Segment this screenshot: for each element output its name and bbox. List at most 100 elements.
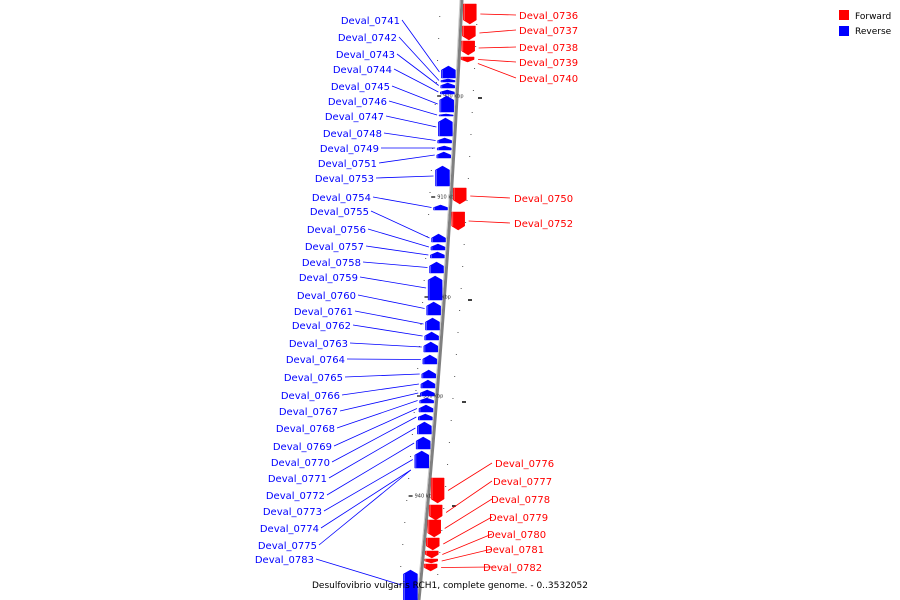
reverse-gene-block[interactable] xyxy=(423,341,439,353)
forward-gene-block[interactable] xyxy=(428,504,443,521)
forward-gene-block[interactable] xyxy=(462,25,476,41)
reverse-gene-block[interactable] xyxy=(424,331,439,341)
reverse-gene-label[interactable]: Deval_0768 xyxy=(276,424,335,435)
reverse-gene-block[interactable] xyxy=(433,204,448,211)
reverse-gene-label[interactable]: Deval_0767 xyxy=(279,407,338,418)
forward-gene-label[interactable]: Deval_0738 xyxy=(519,43,578,54)
reverse-gene-label[interactable]: Deval_0751 xyxy=(318,159,377,170)
reverse-gene-label[interactable]: Deval_0746 xyxy=(328,97,387,108)
reverse-gene-label[interactable]: Deval_0765 xyxy=(284,373,343,384)
reverse-gene-label[interactable]: Deval_0756 xyxy=(307,225,366,236)
leader-line xyxy=(445,480,493,513)
reverse-gene-block[interactable] xyxy=(440,89,455,95)
reverse-gene-label[interactable]: Deval_0763 xyxy=(289,339,348,350)
forward-gene-block[interactable] xyxy=(463,3,477,25)
reverse-gene-block[interactable] xyxy=(417,421,432,435)
reverse-gene-label[interactable]: Deval_0764 xyxy=(286,355,345,366)
reverse-gene-block[interactable] xyxy=(418,404,434,413)
leader-line xyxy=(383,132,436,141)
reverse-gene-block[interactable] xyxy=(415,436,431,450)
reverse-gene-label[interactable]: Deval_0741 xyxy=(341,16,400,27)
forward-gene-label[interactable]: Deval_0778 xyxy=(491,495,550,506)
reverse-gene-block[interactable] xyxy=(430,251,445,259)
reverse-gene-block[interactable] xyxy=(436,151,452,159)
forward-gene-block[interactable] xyxy=(461,40,475,56)
forward-gene-label[interactable]: Deval_0779 xyxy=(489,513,548,524)
forward-gene-block[interactable] xyxy=(427,519,441,538)
reverse-gene-block[interactable] xyxy=(418,413,433,421)
reverse-gene-label[interactable]: Deval_0771 xyxy=(268,474,327,485)
reverse-gene-label[interactable]: Deval_0773 xyxy=(263,507,322,518)
reverse-gene-block[interactable] xyxy=(431,233,446,243)
forward-gene-label[interactable]: Deval_0777 xyxy=(493,477,552,488)
reverse-gene-block[interactable] xyxy=(437,137,452,144)
reverse-gene-label[interactable]: Deval_0747 xyxy=(325,112,384,123)
reverse-gene-label[interactable]: Deval_0755 xyxy=(310,207,369,218)
reverse-gene-block[interactable] xyxy=(419,397,434,404)
reverse-gene-block[interactable] xyxy=(414,450,430,469)
reverse-gene-block[interactable] xyxy=(430,243,446,251)
reverse-gene-label[interactable]: Deval_0748 xyxy=(323,129,382,140)
reverse-gene-label[interactable]: Deval_0757 xyxy=(305,242,364,253)
reverse-gene-label[interactable]: Deval_0766 xyxy=(281,391,340,402)
reverse-gene-label[interactable]: Deval_0743 xyxy=(336,50,395,61)
reverse-gene-label[interactable]: Deval_0742 xyxy=(338,33,397,44)
reverse-gene-block[interactable] xyxy=(435,165,450,187)
reverse-gene-block[interactable] xyxy=(438,117,453,137)
forward-gene-label[interactable]: Deval_0739 xyxy=(519,58,578,69)
reverse-gene-label[interactable]: Deval_0753 xyxy=(315,174,374,185)
reverse-gene-block[interactable] xyxy=(426,301,441,316)
reverse-gene-block[interactable] xyxy=(439,95,454,113)
reverse-gene-label[interactable]: Deval_0754 xyxy=(312,193,371,204)
leader-line xyxy=(447,462,493,491)
reverse-gene-label[interactable]: Deval_0774 xyxy=(260,524,319,535)
forward-gene-block[interactable] xyxy=(430,477,445,504)
forward-gene-label[interactable]: Deval_0782 xyxy=(483,563,542,574)
forward-gene-label[interactable]: Deval_0736 xyxy=(519,11,578,22)
reverse-gene-block[interactable] xyxy=(421,369,436,379)
reverse-gene-block[interactable] xyxy=(422,354,438,365)
reverse-gene-block[interactable] xyxy=(441,65,456,79)
reverse-gene-block[interactable] xyxy=(427,275,443,301)
reverse-gene-label[interactable]: Deval_0772 xyxy=(266,491,325,502)
leader-line xyxy=(478,59,517,63)
reverse-gene-block[interactable] xyxy=(425,317,440,331)
reverse-gene-block[interactable] xyxy=(436,145,452,151)
reverse-gene-label[interactable]: Deval_0759 xyxy=(299,273,358,284)
forward-gene-block[interactable] xyxy=(423,563,438,572)
forward-gene-block[interactable] xyxy=(424,558,438,564)
forward-gene-label[interactable]: Deval_0780 xyxy=(487,530,546,541)
forward-gene-label[interactable]: Deval_0776 xyxy=(495,459,554,470)
reverse-gene-label[interactable]: Deval_0760 xyxy=(297,291,356,302)
reverse-gene-block[interactable] xyxy=(438,113,454,117)
forward-gene-label[interactable]: Deval_0737 xyxy=(519,26,578,37)
reverse-gene-label[interactable]: Deval_0762 xyxy=(292,321,351,332)
forward-gene-block[interactable] xyxy=(425,550,439,559)
forward-gene-label[interactable]: Deval_0740 xyxy=(519,74,578,85)
reverse-gene-label[interactable]: Deval_0775 xyxy=(258,541,317,552)
reverse-gene-label[interactable]: Deval_0783 xyxy=(255,555,314,566)
reverse-gene-block[interactable] xyxy=(429,261,444,274)
forward-gene-label[interactable]: Deval_0750 xyxy=(514,194,573,205)
reverse-gene-block[interactable] xyxy=(403,569,418,600)
forward-gene-block[interactable] xyxy=(453,187,467,205)
reverse-gene-label[interactable]: Deval_0744 xyxy=(333,65,392,76)
reverse-gene-label[interactable]: Deval_0770 xyxy=(271,458,330,469)
reverse-gene-label[interactable]: Deval_0761 xyxy=(294,307,353,318)
reverse-gene-block[interactable] xyxy=(440,82,455,89)
minor-tick xyxy=(441,530,443,531)
forward-gene-block[interactable] xyxy=(451,211,465,231)
reverse-gene-label[interactable]: Deval_0749 xyxy=(320,144,379,155)
reverse-gene-label[interactable]: Deval_0769 xyxy=(273,442,332,453)
forward-gene-label[interactable]: Deval_0781 xyxy=(485,545,544,556)
reverse-gene-block[interactable] xyxy=(420,379,436,389)
reverse-gene-label[interactable]: Deval_0745 xyxy=(331,82,390,93)
forward-gene-block[interactable] xyxy=(460,56,475,63)
reverse-gene-block[interactable] xyxy=(419,389,435,397)
forward-gene-label[interactable]: Deval_0752 xyxy=(514,219,573,230)
reverse-gene-block[interactable] xyxy=(440,78,456,83)
reverse-gene-label[interactable]: Deval_0758 xyxy=(302,258,361,269)
minor-tick xyxy=(408,478,410,479)
genome-caption: Desulfovibrio vulgaris RCH1, complete ge… xyxy=(312,581,588,591)
forward-gene-block[interactable] xyxy=(426,537,440,551)
